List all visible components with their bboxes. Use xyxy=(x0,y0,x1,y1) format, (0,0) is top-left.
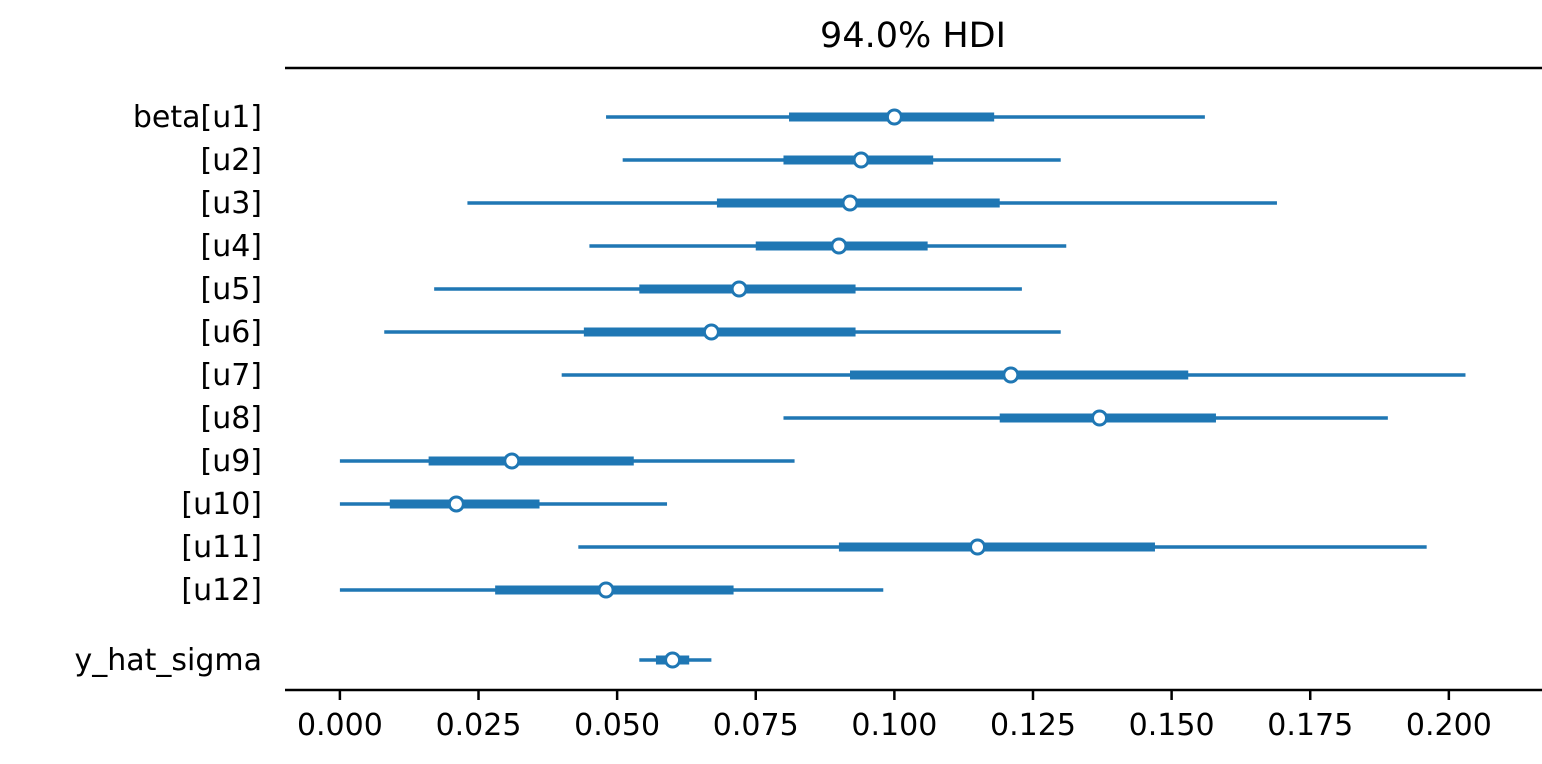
forest-row xyxy=(384,323,1061,341)
median-marker xyxy=(841,194,859,212)
median-marker xyxy=(830,237,848,255)
x-tick-label: 0.000 xyxy=(297,708,383,743)
y-axis-label: [u2] xyxy=(200,143,262,178)
forest-rows xyxy=(339,108,1466,669)
x-tick-label: 0.150 xyxy=(1129,708,1215,743)
forest-row xyxy=(783,409,1388,427)
y-axis-label: [u4] xyxy=(200,229,262,264)
y-axis-label: [u10] xyxy=(181,487,262,522)
median-marker xyxy=(969,538,987,556)
forest-row xyxy=(561,366,1466,384)
forest-row xyxy=(622,151,1061,169)
x-axis-ticks xyxy=(338,690,1451,700)
median-marker xyxy=(1002,366,1020,384)
x-tick-label: 0.050 xyxy=(574,708,660,743)
forest-row xyxy=(589,237,1067,255)
x-tick-label: 0.025 xyxy=(436,708,522,743)
x-tick-label: 0.125 xyxy=(990,708,1076,743)
median-marker xyxy=(503,452,521,470)
y-axis-label: [u6] xyxy=(200,315,262,350)
median-marker xyxy=(885,108,903,126)
forest-row xyxy=(578,538,1427,556)
x-tick-label: 0.075 xyxy=(713,708,799,743)
median-marker xyxy=(702,323,720,341)
chart-title: 94.0% HDI xyxy=(820,16,1006,56)
y-axis-label: [u11] xyxy=(181,530,262,565)
x-axis-tick-labels: 0.000 0.025 0.050 0.075 0.100 0.125 0.150 0.175… xyxy=(297,708,1492,743)
y-axis-label: [u3] xyxy=(200,186,262,221)
y-axis-label: [u9] xyxy=(200,444,262,479)
x-tick-label: 0.175 xyxy=(1267,708,1353,743)
median-marker xyxy=(1091,409,1109,427)
forest-row xyxy=(339,495,668,513)
forest-row xyxy=(467,194,1277,212)
forest-row xyxy=(639,651,712,669)
median-marker xyxy=(730,280,748,298)
median-marker xyxy=(447,495,465,513)
y-axis-labels: beta[u1] [u2] [u3] [u4] [u5] [u6] [u7] [u8] [u9]… xyxy=(74,100,262,678)
median-marker xyxy=(597,581,615,599)
y-axis-label: beta[u1] xyxy=(133,100,262,135)
y-axis-label: [u5] xyxy=(200,272,262,307)
forest-row xyxy=(339,581,884,599)
forest-row xyxy=(339,452,795,470)
x-tick-label: 0.200 xyxy=(1406,708,1492,743)
median-marker xyxy=(664,651,682,669)
y-axis-label: y_hat_sigma xyxy=(74,643,262,678)
y-axis-label: [u12] xyxy=(181,573,262,608)
forest-row xyxy=(606,108,1205,126)
median-marker xyxy=(852,151,870,169)
x-tick-label: 0.100 xyxy=(851,708,937,743)
y-axis-label: [u7] xyxy=(200,358,262,393)
y-axis-label: [u8] xyxy=(200,401,262,436)
forest-row xyxy=(434,280,1022,298)
